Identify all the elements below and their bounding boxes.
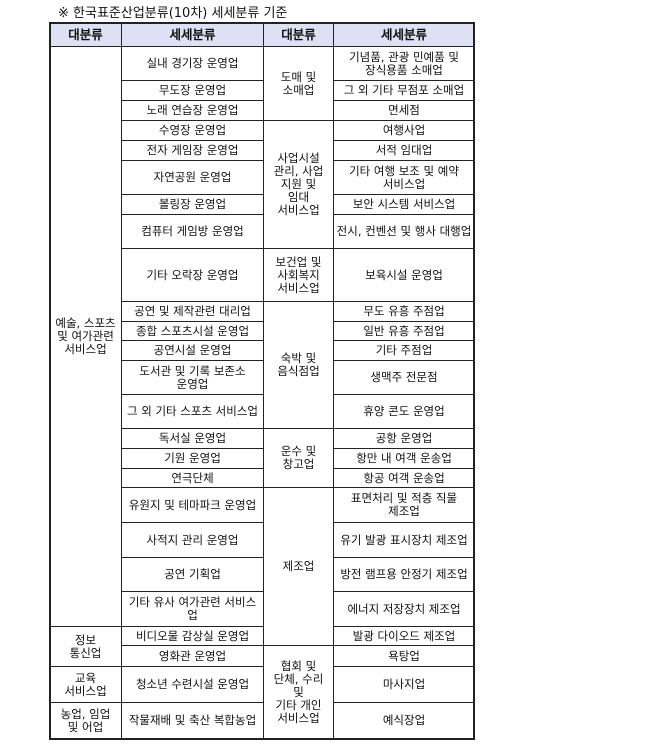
sub-category-cell: 무도장 운영업 [121,80,264,101]
sub-category-cell: 독서실 운영업 [121,428,264,449]
sub-category-cell: 전시, 컨벤션 및 행사 대행업 [333,214,475,249]
column-header: 대분류 [49,22,122,47]
sub-category-cell: 전자 게임장 운영업 [121,140,264,161]
column-header: 대분류 [263,22,334,47]
sub-category-cell: 휴양 콘도 운영업 [333,394,475,429]
column-header: 세세분류 [121,22,264,47]
sub-category-cell: 연극단체 [121,468,264,488]
sub-category-cell: 도서관 및 기록 보존소 운영업 [121,360,264,395]
major-category-cell: 사업시설 관리, 사업 지원 및 임대 서비스업 [263,120,334,249]
sub-category-cell: 기념품, 관광 민예품 및 장식용품 소매업 [333,46,475,81]
sub-category-cell: 마사지업 [333,666,475,703]
sub-category-cell: 사적지 관리 운영업 [121,522,264,558]
sub-category-cell: 컴퓨터 게임방 운영업 [121,214,264,249]
sub-category-cell: 노래 연습장 운영업 [121,100,264,121]
sub-category-cell: 무도 유흥 주점업 [333,301,475,322]
sub-category-cell: 항공 여객 운송업 [333,468,475,488]
major-category-cell: 예술, 스포츠 및 여가관련 서비스업 [49,46,122,627]
sub-category-cell: 생맥주 전문점 [333,360,475,395]
sub-category-cell: 면세점 [333,100,475,121]
major-category-cell: 정보 통신업 [49,626,122,667]
sub-category-cell: 기원 운영업 [121,448,264,469]
major-category-cell: 제조업 [263,487,334,646]
sub-category-cell: 에너지 저장장치 제조업 [333,591,475,627]
sub-category-cell: 기타 주점업 [333,340,475,361]
sub-category-cell: 욕탕업 [333,645,475,667]
sub-category-cell: 비디오물 감상실 운영업 [121,626,264,646]
sub-category-cell: 공연 및 제작관련 대리업 [121,301,264,322]
sub-category-cell: 여행사업 [333,120,475,141]
sub-category-cell: 기타 오락장 운영업 [121,248,264,302]
sub-category-cell: 볼링장 운영업 [121,194,264,215]
major-category-cell: 도매 및 소매업 [263,46,334,121]
major-category-cell: 농업, 임업 및 어업 [49,702,122,739]
sub-category-cell: 영화관 운영업 [121,645,264,667]
sub-category-cell: 그 외 기타 무점포 소매업 [333,80,475,101]
sub-category-cell: 항만 내 여객 운송업 [333,448,475,469]
sub-category-cell: 발광 다이오드 제조업 [333,626,475,646]
sub-category-cell: 방전 램프용 안정기 제조업 [333,557,475,592]
sub-category-cell: 기타 유사 여가관련 서비스업 [121,591,264,627]
sub-category-cell: 서적 임대업 [333,140,475,161]
sub-category-cell: 자연공원 운영업 [121,160,264,195]
sub-category-cell: 청소년 수련시설 운영업 [121,666,264,703]
sub-category-cell: 공항 운영업 [333,428,475,449]
classification-note: ※ 한국표준산업분류(10차) 세세분류 기준 [58,6,288,21]
sub-category-cell: 수영장 운영업 [121,120,264,141]
sub-category-cell: 작물재배 및 축산 복합농업 [121,702,264,739]
major-category-cell: 운수 및 창고업 [263,428,334,488]
major-category-cell: 교육 서비스업 [49,666,122,703]
sub-category-cell: 기타 여행 보조 및 예약 서비스업 [333,160,475,195]
sub-category-cell: 유기 발광 표시장치 제조업 [333,522,475,558]
major-category-cell: 숙박 및 음식점업 [263,301,334,429]
sub-category-cell: 실내 경기장 운영업 [121,46,264,81]
column-header: 세세분류 [333,22,475,47]
sub-category-cell: 보안 시스템 서비스업 [333,194,475,215]
sub-category-cell: 공연 기획업 [121,557,264,592]
sub-category-cell: 표면처리 및 적층 직물 제조업 [333,487,475,523]
sub-category-cell: 예식장업 [333,702,475,739]
sub-category-cell: 유원지 및 테마파크 운영업 [121,487,264,523]
sub-category-cell: 공연시설 운영업 [121,340,264,361]
sub-category-cell: 그 외 기타 스포츠 서비스업 [121,394,264,429]
major-category-cell: 보건업 및 사회복지 서비스업 [263,248,334,302]
sub-category-cell: 일반 유흥 주점업 [333,321,475,341]
sub-category-cell: 종합 스포츠시설 운영업 [121,321,264,341]
sub-category-cell: 보육시설 운영업 [333,248,475,302]
major-category-cell: 협회 및 단체, 수리 및 기타 개인 서비스업 [263,645,334,739]
